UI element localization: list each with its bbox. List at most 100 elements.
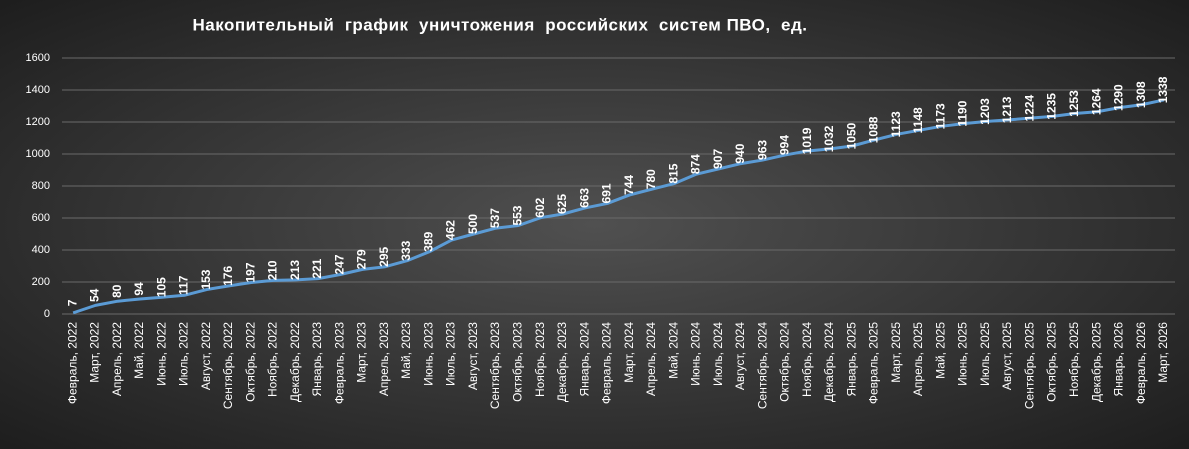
x-tick-label: Октябрь, 2024 — [778, 322, 792, 402]
x-tick-label: Апрель, 2023 — [377, 322, 391, 396]
x-tick-label: Июнь, 2022 — [154, 322, 168, 386]
data-label: 1050 — [844, 122, 858, 149]
x-tick-label: Май, 2023 — [399, 322, 413, 379]
data-label: 963 — [755, 140, 769, 160]
data-label: 153 — [199, 269, 213, 289]
y-tick-label: 200 — [32, 276, 50, 288]
data-label: 221 — [310, 258, 324, 278]
x-tick-label: Январь, 2026 — [1112, 322, 1126, 397]
x-tick-label: Ноябрь, 2024 — [800, 322, 814, 397]
y-tick-label: 0 — [44, 308, 50, 320]
x-tick-label: Апрель, 2022 — [110, 322, 124, 396]
data-label: 1253 — [1067, 90, 1081, 117]
data-label: 1190 — [956, 100, 970, 126]
y-tick-label: 600 — [32, 212, 50, 224]
data-label: 744 — [622, 175, 636, 195]
x-tick-label: Июль, 2023 — [444, 322, 458, 386]
x-tick-label: Март, 2022 — [88, 322, 102, 383]
x-tick-label: Июль, 2025 — [978, 322, 992, 386]
data-label: 105 — [154, 277, 168, 297]
x-tick-label: Декабрь, 2022 — [288, 322, 302, 402]
y-tick-label: 1000 — [26, 148, 50, 160]
x-tick-label: Май, 2022 — [132, 322, 146, 379]
data-label: 94 — [132, 282, 146, 296]
data-label: 176 — [221, 266, 235, 286]
x-tick-label: Февраль, 2024 — [600, 322, 614, 404]
x-tick-label: Июль, 2022 — [177, 322, 191, 386]
x-tick-label: Февраль, 2026 — [1134, 322, 1148, 404]
data-label: 1338 — [1156, 76, 1170, 103]
x-tick-label: Декабрь, 2024 — [822, 322, 836, 402]
data-label: 197 — [243, 262, 257, 282]
data-label: 80 — [110, 284, 124, 298]
data-label: 247 — [332, 254, 346, 274]
data-label: 940 — [733, 143, 747, 163]
x-tick-label: Февраль, 2025 — [867, 322, 881, 404]
data-label: 210 — [266, 260, 280, 280]
x-tick-label: Февраль, 2022 — [65, 322, 79, 404]
line — [72, 98, 1165, 315]
x-tick-label: Ноябрь, 2022 — [266, 322, 280, 397]
data-label: 602 — [533, 197, 547, 217]
x-tick-label: Апрель, 2025 — [911, 322, 925, 396]
x-tick-label: Январь, 2023 — [310, 322, 324, 397]
data-label: 462 — [444, 220, 458, 240]
x-tick-label: Октябрь, 2022 — [243, 322, 257, 402]
data-label: 333 — [399, 240, 413, 260]
data-label: 663 — [577, 188, 591, 208]
data-label: 1088 — [867, 116, 881, 143]
data-label: 279 — [355, 249, 369, 269]
data-label: 625 — [555, 194, 569, 214]
y-tick-label: 1600 — [26, 52, 50, 64]
x-tick-label: Январь, 2025 — [844, 322, 858, 397]
data-label: 389 — [421, 231, 435, 251]
x-tick-label: Июнь, 2025 — [956, 322, 970, 386]
x-tick-label: Август, 2024 — [733, 322, 747, 390]
data-label: 780 — [644, 169, 658, 189]
x-tick-label: Сентябрь, 2023 — [488, 322, 502, 409]
data-label: 295 — [377, 246, 391, 266]
x-tick-label: Март, 2025 — [889, 322, 903, 383]
y-tick-label: 800 — [32, 180, 50, 192]
data-label: 1173 — [933, 103, 947, 129]
data-label: 553 — [511, 205, 525, 225]
data-label: 1148 — [911, 107, 925, 133]
data-label: 7 — [65, 299, 79, 306]
data-label: 1203 — [978, 98, 992, 125]
x-tick-label: Ноябрь, 2025 — [1067, 322, 1081, 397]
y-tick-label: 1400 — [26, 84, 50, 96]
x-tick-label: Август, 2023 — [466, 322, 480, 390]
data-label: 117 — [177, 275, 191, 295]
data-label: 1224 — [1022, 94, 1036, 121]
x-tick-label: Май, 2024 — [666, 322, 680, 379]
x-tick-label: Ноябрь, 2023 — [533, 322, 547, 397]
x-tick-label: Декабрь, 2025 — [1089, 322, 1103, 402]
x-tick-label: Сентябрь, 2025 — [1022, 322, 1036, 409]
data-label: 1308 — [1134, 81, 1148, 108]
data-label: 874 — [689, 154, 703, 174]
x-tick-label: Апрель, 2024 — [644, 322, 658, 396]
data-label: 54 — [88, 288, 102, 302]
data-label: 1123 — [889, 111, 903, 137]
x-tick-label: Июнь, 2023 — [421, 322, 435, 386]
x-tick-label: Август, 2025 — [1000, 322, 1014, 390]
y-tick-label: 1200 — [26, 116, 50, 128]
x-tick-label: Март, 2024 — [622, 322, 636, 383]
data-label: 815 — [666, 163, 680, 183]
data-label: 1213 — [1000, 96, 1014, 123]
data-label: 907 — [711, 149, 725, 169]
data-label: 500 — [466, 214, 480, 234]
x-tick-label: Октябрь, 2023 — [511, 322, 525, 402]
y-tick-label: 400 — [32, 244, 50, 256]
data-label: 994 — [778, 135, 792, 155]
data-label: 213 — [288, 260, 302, 280]
x-tick-label: Июль, 2024 — [711, 322, 725, 386]
x-tick-label: Октябрь, 2025 — [1045, 322, 1059, 402]
chart-title: Накопительный график уничтожения российс… — [192, 15, 807, 34]
x-tick-label: Январь, 2024 — [577, 322, 591, 397]
x-tick-label: Март, 2023 — [355, 322, 369, 383]
x-tick-label: Сентябрь, 2022 — [221, 322, 235, 409]
data-label: 1235 — [1045, 93, 1059, 120]
